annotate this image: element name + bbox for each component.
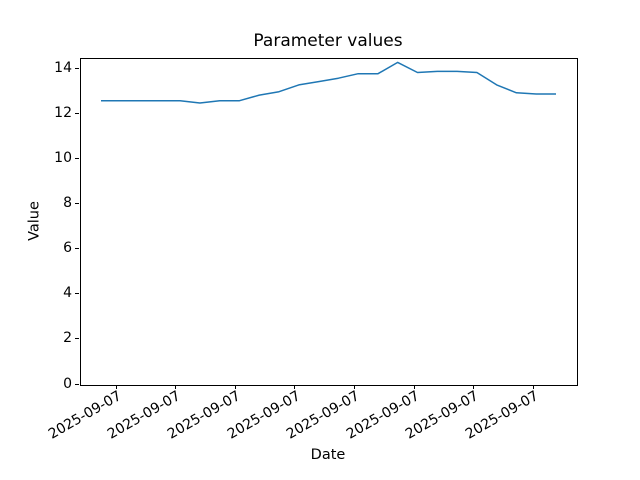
plot-area [80, 58, 578, 386]
y-tick-mark [75, 248, 79, 250]
y-tick-label: 6 [63, 240, 72, 257]
y-tick-label: 10 [54, 149, 72, 166]
x-tick-mark [234, 385, 236, 389]
y-tick-label: 0 [63, 375, 72, 392]
chart-title: Parameter values [253, 31, 403, 51]
y-tick-mark [75, 67, 79, 69]
y-tick-label: 2 [63, 330, 72, 347]
x-tick-mark [354, 385, 356, 389]
y-tick-mark [75, 338, 79, 340]
y-tick-mark [75, 293, 79, 295]
y-tick-label: 8 [63, 195, 72, 211]
y-tick-label: 4 [63, 285, 72, 302]
y-tick-mark [75, 383, 79, 385]
x-tick-mark [473, 385, 475, 389]
y-tick-mark [75, 112, 79, 114]
y-tick-mark [75, 203, 79, 204]
x-tick-mark [175, 385, 177, 389]
line-plot [101, 61, 556, 104]
x-tick-mark [115, 385, 117, 389]
y-tick-mark [75, 157, 79, 159]
data-line-series [101, 61, 556, 104]
y-tick-label: 12 [54, 104, 72, 121]
x-axis-label: Date [310, 447, 346, 463]
x-tick-mark [294, 385, 296, 389]
y-tick-label: 14 [54, 59, 72, 76]
x-tick-mark [413, 385, 415, 389]
y-axis-label: Value [26, 201, 43, 241]
x-tick-mark [532, 385, 534, 389]
